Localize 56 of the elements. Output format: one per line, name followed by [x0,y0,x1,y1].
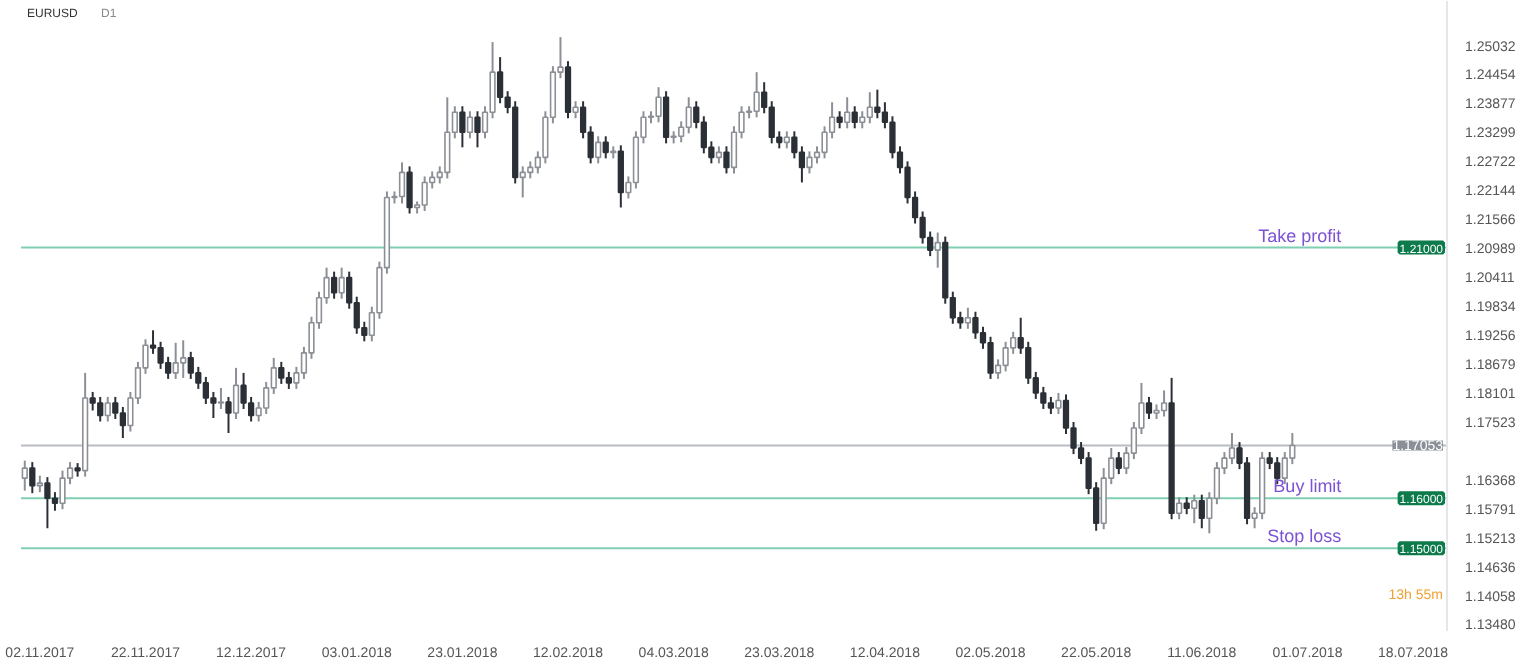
candlestick [934,231,941,269]
candlestick [1228,432,1236,466]
candlestick [225,395,232,435]
candlestick [1055,391,1062,415]
candlestick [987,335,994,380]
candlestick [1198,493,1205,530]
candlestick [459,105,466,149]
candlestick [21,459,28,492]
ref-line-label: Stop loss [1267,526,1343,547]
candlestick [1160,389,1168,418]
candlestick [1191,493,1198,525]
candlestick [655,86,662,124]
candlestick [1115,451,1122,476]
candlestick [466,110,474,140]
candlestick [104,395,111,423]
candlestick [798,145,806,184]
candlestick [617,144,624,209]
candlestick [496,56,504,105]
candlestick [398,161,406,205]
candlestick [964,306,972,330]
candlestick [564,60,572,120]
candlestick [97,395,104,423]
candlestick [330,270,338,300]
candlestick [232,366,240,420]
candlestick [1002,340,1009,373]
candlestick [444,96,451,180]
candlestick [806,150,813,175]
candlestick [119,405,126,440]
candlestick [844,96,851,130]
candlestick [1176,496,1183,521]
candlestick [406,165,413,215]
candlestick [595,135,602,165]
candlestick [519,165,526,199]
candlestick [874,88,881,120]
candlestick [866,91,873,125]
candlestick [338,266,345,300]
candlestick [278,360,285,385]
candlestick [421,175,428,212]
ref-line-label: Take profit [1258,225,1343,246]
candlestick [180,339,187,379]
candlestick [851,105,858,130]
candlestick [1145,395,1153,420]
candlestick [753,71,760,119]
candlestick [217,386,225,410]
candlestick [44,476,51,530]
candlestick [474,110,481,149]
candlestick [112,395,119,420]
candlestick [685,96,692,135]
candlestick [791,130,798,160]
candlestick [662,90,670,145]
ref-line-label: Buy limit [1273,476,1343,497]
candlestick [602,135,609,160]
candlestick [29,461,36,495]
candlestick [723,145,730,175]
candlestick [59,469,66,511]
candlestick [172,341,179,380]
